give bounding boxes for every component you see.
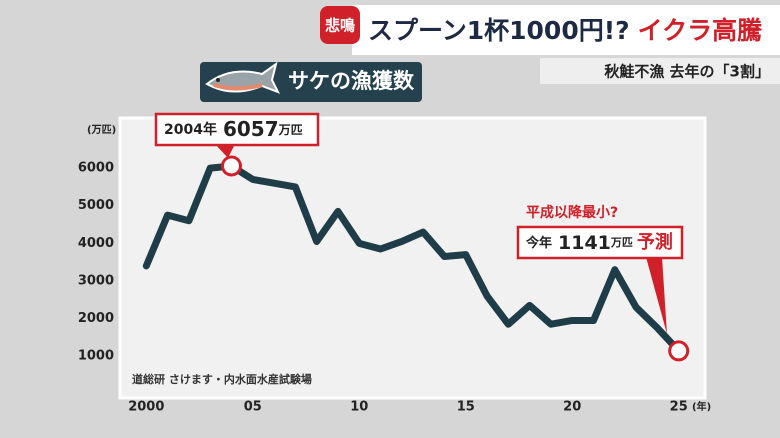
callout-text: 2004年 6057万匹 bbox=[164, 117, 303, 141]
callout-pointer bbox=[646, 257, 667, 334]
x-axis-unit: (年) bbox=[692, 400, 711, 413]
x-tick-label: 05 bbox=[244, 400, 262, 415]
fish-icon bbox=[205, 61, 281, 94]
y-tick-label: 2000 bbox=[78, 311, 114, 326]
subheadline: 秋鮭不漁 去年の「3割」 bbox=[604, 63, 770, 81]
callout-unit: 万匹 bbox=[610, 236, 633, 249]
callout-prefix: 2004年 bbox=[164, 121, 217, 138]
x-tick-label: 15 bbox=[457, 400, 475, 415]
badge: 悲鳴 bbox=[325, 17, 355, 35]
y-tick-label: 6000 bbox=[78, 161, 114, 176]
callout-box bbox=[154, 112, 320, 147]
x-tick-label: 20 bbox=[563, 400, 581, 415]
callout-unit: 万匹 bbox=[278, 123, 303, 137]
subheadline-box bbox=[540, 58, 780, 84]
headline-box bbox=[352, 5, 780, 55]
callout-pointer bbox=[215, 144, 235, 158]
y-tick-label: 5000 bbox=[78, 198, 114, 213]
y-tick-label: 4000 bbox=[78, 236, 114, 251]
y-axis-unit: (万匹) bbox=[87, 124, 116, 136]
source: 道総研 さけます・内水面水産試験場 bbox=[132, 372, 312, 386]
callout-heading: 平成以降最小? bbox=[526, 204, 618, 221]
badge-box bbox=[320, 6, 360, 44]
y-tick-label: 3000 bbox=[78, 273, 114, 288]
callout-value: 1141 bbox=[558, 232, 611, 254]
headline-accent: イクラ高騰 bbox=[638, 16, 764, 45]
highlight-point bbox=[220, 155, 242, 177]
headline: スプーン1杯1000円!? イクラ高騰 bbox=[368, 16, 763, 45]
callout-box bbox=[516, 225, 684, 260]
callout-value: 6057 bbox=[223, 117, 279, 141]
y-tick-label: 1000 bbox=[78, 349, 114, 364]
callout-suffix: 予測 bbox=[637, 231, 673, 253]
x-tick-label: 2000 bbox=[128, 400, 164, 415]
plot: 1000 2000 3000 4000 5000 6000 2000 05 10 15 20 25 bbox=[78, 155, 690, 415]
callout-text: 今年 1141万匹 予測 bbox=[525, 231, 673, 254]
x-tick-label: 10 bbox=[350, 400, 368, 415]
chart-title: サケの漁獲数 bbox=[288, 69, 415, 93]
x-tick-label: 25 bbox=[670, 400, 688, 415]
headline-main: スプーン1杯1000円!? bbox=[368, 16, 630, 45]
callout-prefix: 今年 bbox=[525, 235, 552, 251]
highlight-point bbox=[668, 340, 690, 362]
